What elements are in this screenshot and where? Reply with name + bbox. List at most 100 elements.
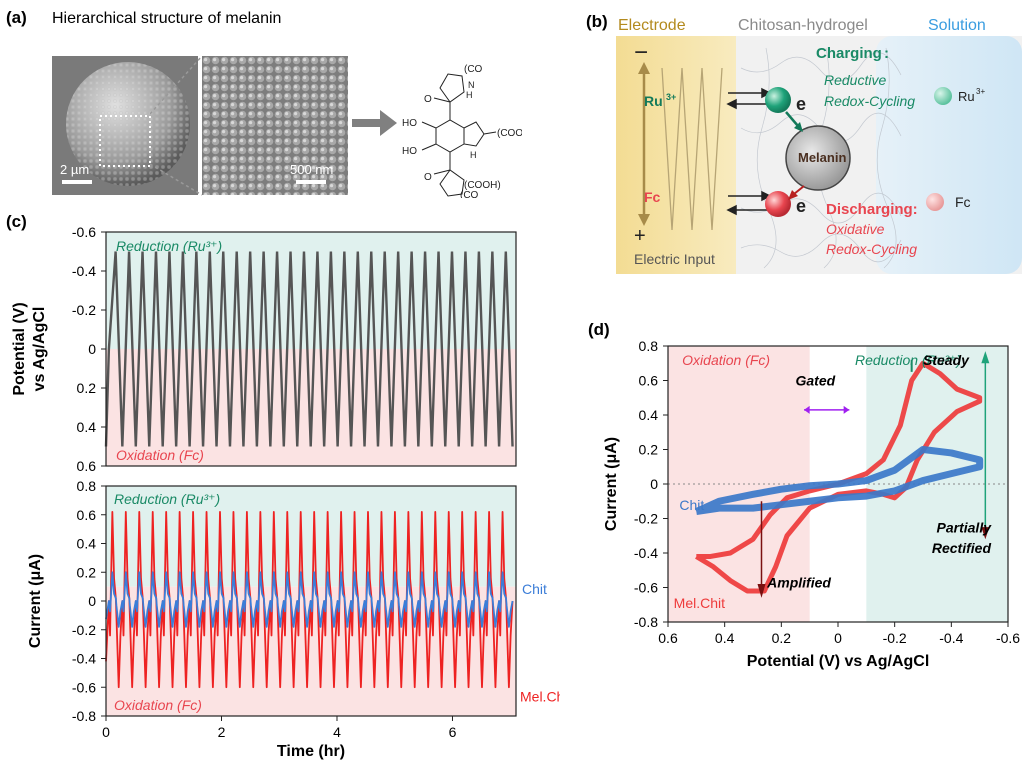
d-ytick-label: 0.2 bbox=[639, 442, 659, 458]
c-bottom-xtick-label: 6 bbox=[449, 724, 457, 740]
c-legend-chit: Chit bbox=[522, 581, 547, 597]
mol-nh-2: N bbox=[468, 80, 475, 90]
b-charging-line1: Reductive bbox=[824, 72, 886, 88]
d-partial-arrowhead-bottom bbox=[981, 527, 990, 540]
c-top-ytick-label: 0.4 bbox=[77, 419, 97, 435]
ru-ion-ball bbox=[765, 87, 791, 113]
d-region-label-reduction: Reduction (Ru³⁺) bbox=[855, 352, 961, 368]
d-xtick-label: 0.6 bbox=[658, 630, 678, 646]
c-top-ylabel-group: Potential (V) vs Ag/AgCl bbox=[11, 302, 48, 395]
c-bottom-region-label-reduction: Reduction (Ru³⁺) bbox=[114, 491, 220, 507]
b-discharging-title: Discharging: bbox=[826, 201, 918, 218]
b-electrode-label: Electrode bbox=[618, 17, 686, 34]
d-series-mel-chit bbox=[695, 360, 983, 594]
d-gated-arrowhead-right bbox=[843, 405, 850, 414]
c-bottom-ytick-label: 0.8 bbox=[77, 478, 97, 494]
d-ytick-label: 0 bbox=[650, 476, 658, 492]
mol-cooh-2: (COOH) bbox=[464, 180, 501, 191]
d-annotation-rectified: Rectified bbox=[932, 540, 992, 556]
chart-c: -0.6 -0.4 -0.2 0 0.2 0.4 0.6 Reduction (Ru³⁺) Ox… bbox=[11, 224, 560, 760]
d-series-chit bbox=[694, 446, 984, 516]
melanin-structure-diagram: (COOH) (COOH) H N H HO HO O O (CO (CO bbox=[402, 64, 522, 198]
mol-nh-3: H bbox=[466, 90, 473, 100]
c-bottom-ytick-label: -0.6 bbox=[72, 679, 96, 695]
d-xtick-label: 0 bbox=[834, 630, 842, 646]
d-annotation-gated: Gated bbox=[796, 373, 836, 389]
c-bottom-ytick-label: -0.4 bbox=[72, 651, 96, 667]
d-ylabel: Current (μA) bbox=[603, 437, 620, 531]
d-ytick-label: 0.4 bbox=[639, 407, 659, 423]
mol-co-2: (CO bbox=[460, 190, 479, 198]
panel-a-label: (a) bbox=[6, 8, 27, 27]
scale-bar-500nm: 500 nm bbox=[290, 162, 334, 177]
b-fc-left: Fc bbox=[644, 189, 661, 205]
c-top-ytick-label: -0.2 bbox=[72, 302, 96, 318]
d-annotation-partially: Partially bbox=[937, 519, 993, 535]
c-bottom-xtick-label: 4 bbox=[333, 724, 341, 740]
panel-c-label: (c) bbox=[6, 212, 27, 231]
chart-d: -0.8 -0.6 -0.4 -0.2 0 0.2 0.4 0.6 0.8 0.6 0.4 0.2 0 -… bbox=[603, 338, 1020, 670]
d-ytick-label: -0.6 bbox=[634, 580, 658, 596]
b-electric-input: Electric Input bbox=[634, 251, 715, 267]
d-partial-arrowhead-top bbox=[981, 351, 990, 364]
c-top-ytick-label: -0.4 bbox=[72, 263, 96, 279]
panel-b-label: (b) bbox=[586, 12, 608, 31]
d-xtick-label: -0.2 bbox=[883, 630, 907, 646]
b-hydrogel-label: Chitosan-hydrogel bbox=[738, 17, 868, 34]
d-xtick-label: 0.2 bbox=[772, 630, 792, 646]
mol-cooh-1: (COOH) bbox=[497, 128, 522, 139]
b-fc-right: Fc bbox=[955, 194, 971, 210]
mol-ho-1: HO bbox=[402, 118, 417, 129]
c-top-reduction-region bbox=[106, 232, 516, 349]
c-top-potential-line bbox=[104, 251, 514, 447]
zoom-guide-lines bbox=[150, 56, 203, 196]
b-electron-2: e bbox=[796, 196, 806, 216]
d-xtick-label: -0.4 bbox=[939, 630, 963, 646]
c-top-ytick-label: 0 bbox=[88, 341, 96, 357]
d-ytick-label: -0.4 bbox=[634, 545, 658, 561]
c-legend-melchit: Mel.Chit bbox=[520, 689, 560, 705]
scale-bar-2um: 2 µm bbox=[60, 162, 90, 177]
mol-ho-2: HO bbox=[402, 146, 417, 157]
d-reduction-region bbox=[866, 346, 1008, 622]
c-bottom-ylabel-group: Current (μA) bbox=[27, 554, 44, 648]
b-solution-label: Solution bbox=[928, 17, 986, 34]
b-charging-line2: Redox-Cycling bbox=[824, 93, 915, 109]
c-top-ylabel-line1: Potential (V) bbox=[11, 302, 28, 395]
c-top-region-label-reduction: Reduction (Ru³⁺) bbox=[116, 238, 222, 254]
fc-solution-ball bbox=[926, 193, 944, 211]
panel-d-label: (d) bbox=[588, 320, 610, 339]
c-bottom-xlabel: Time (hr) bbox=[277, 743, 345, 760]
sem-microsphere-image bbox=[52, 56, 198, 195]
b-ru-left-sup: 3+ bbox=[666, 92, 676, 102]
b-charging-title: Charging bbox=[816, 45, 882, 62]
c-bottom-ytick-label: 0.6 bbox=[77, 507, 97, 523]
arrow-right-icon bbox=[352, 110, 397, 136]
b-plus-sign: + bbox=[634, 225, 646, 247]
b-ru-right-sup: 3+ bbox=[976, 87, 985, 96]
c-top-ytick-label: -0.6 bbox=[72, 224, 96, 240]
b-ru-left: Ru bbox=[644, 93, 663, 109]
c-top-ytick-label: 0.6 bbox=[77, 458, 97, 474]
b-melanin-label: Melanin bbox=[798, 150, 846, 165]
b-electron-1: e bbox=[796, 94, 806, 114]
d-xlabel: Potential (V) vs Ag/AgCl bbox=[747, 653, 930, 670]
mol-nh-1: H bbox=[470, 150, 477, 160]
c-bottom-ytick-label: 0.4 bbox=[77, 536, 97, 552]
d-ytick-label: -0.8 bbox=[634, 614, 658, 630]
c-top-ytick-label: 0.2 bbox=[77, 380, 97, 396]
d-annotation-steady: Steady bbox=[923, 352, 970, 368]
d-xtick-label: -0.6 bbox=[996, 630, 1020, 646]
d-legend-chit: Chit bbox=[679, 497, 704, 513]
c-bottom-ytick-label: -0.2 bbox=[72, 622, 96, 638]
d-ytick-label: -0.2 bbox=[634, 511, 658, 527]
d-ylabel-group: Current (μA) bbox=[603, 437, 620, 531]
c-top-ylabel-line2: vs Ag/AgCl bbox=[31, 307, 48, 392]
c-bottom-xtick-label: 0 bbox=[102, 724, 110, 740]
ru-solution-ball bbox=[934, 87, 952, 105]
d-annotation-amplified: Amplified bbox=[766, 575, 831, 591]
d-legend-melchit: Mel.Chit bbox=[674, 595, 725, 611]
mol-o-2: O bbox=[424, 172, 432, 183]
b-ru-right: Ru bbox=[958, 89, 975, 104]
d-ytick-label: 0.8 bbox=[639, 338, 659, 354]
